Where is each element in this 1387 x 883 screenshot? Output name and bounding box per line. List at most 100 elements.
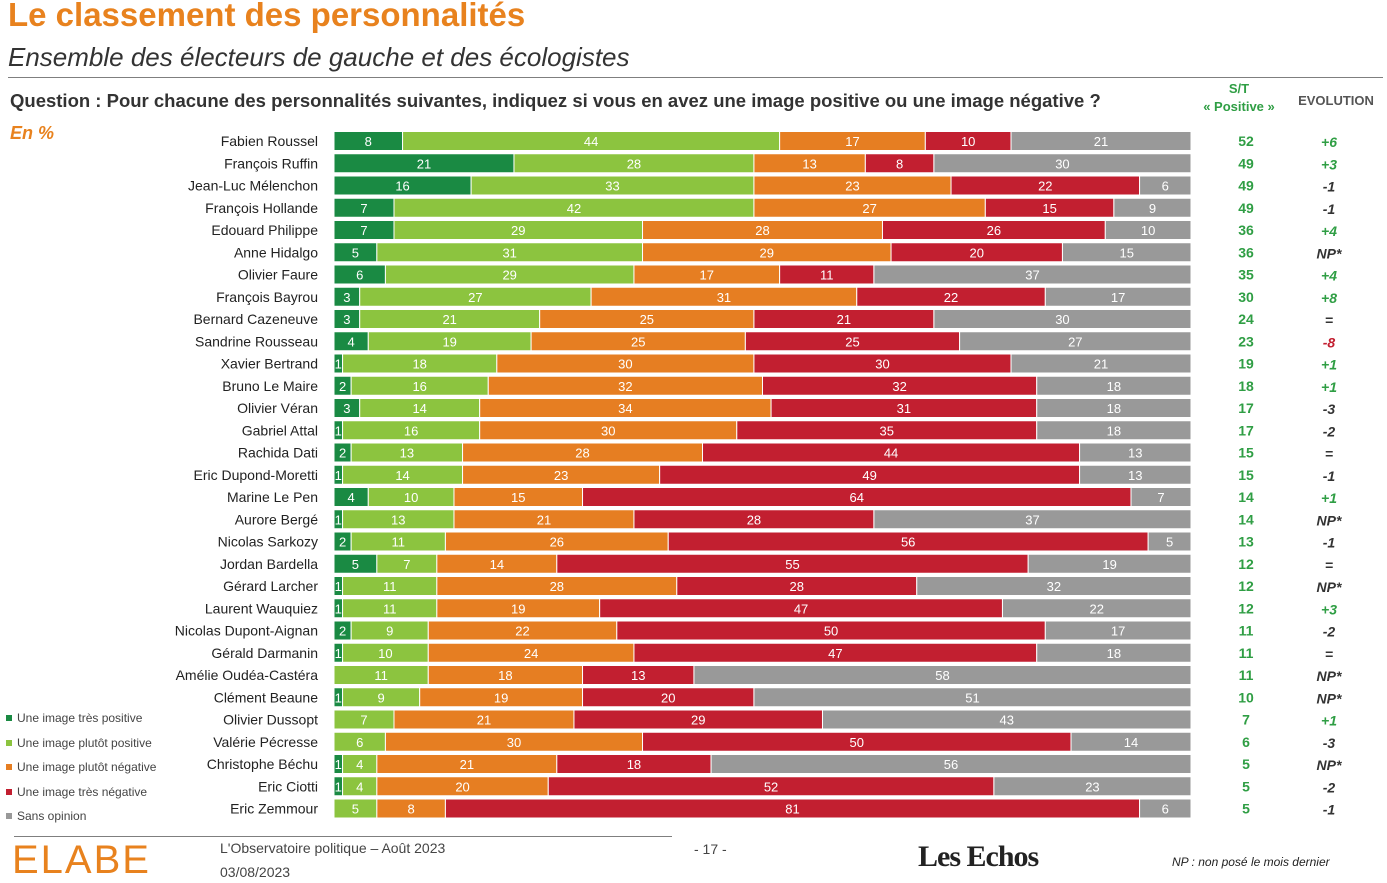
- category-label: Gérard Larcher: [223, 578, 318, 594]
- st-positive-value: 36: [1238, 244, 1254, 260]
- legend-item: Une image très négative: [6, 780, 156, 805]
- data-label: 56: [944, 757, 958, 772]
- st-positive-value: 7: [1242, 712, 1250, 728]
- data-label: 21: [477, 713, 491, 728]
- st-positive-value: 12: [1238, 556, 1254, 572]
- st-positive-value: 11: [1239, 645, 1254, 661]
- data-label: 29: [502, 268, 516, 283]
- bar-segment: [1010, 353, 1192, 374]
- data-label: 14: [395, 468, 409, 483]
- data-label: 16: [395, 179, 409, 194]
- data-label: 29: [511, 223, 525, 238]
- data-label: 23: [554, 468, 568, 483]
- category-label: Laurent Wauquiez: [205, 600, 318, 616]
- category-label: Xavier Bertrand: [221, 356, 318, 372]
- evolution-value: -1: [1323, 468, 1336, 484]
- evolution-value: +3: [1321, 601, 1337, 617]
- st-positive-value: 15: [1238, 445, 1254, 461]
- bar-segment: [933, 309, 1192, 329]
- evolution-header: EVOLUTION: [1298, 93, 1374, 108]
- evolution-value: +4: [1321, 268, 1337, 284]
- st-positive-value: 35: [1238, 267, 1254, 283]
- data-label: 30: [507, 735, 521, 750]
- bar-segment: [1070, 731, 1192, 752]
- evolution-value: NP*: [1317, 512, 1342, 528]
- data-label: 13: [400, 446, 414, 461]
- data-label: 1: [335, 512, 342, 527]
- data-label: 31: [897, 401, 911, 416]
- category-label: Christophe Béchu: [207, 756, 318, 772]
- data-label: 1: [335, 468, 342, 483]
- bar-segment: [1079, 442, 1192, 463]
- data-label: 28: [550, 579, 564, 594]
- evolution-value: +6: [1321, 134, 1337, 150]
- evolution-value: =: [1325, 312, 1333, 328]
- data-label: 17: [1111, 624, 1125, 639]
- data-label: 29: [691, 713, 705, 728]
- evolution-value: NP*: [1317, 757, 1342, 773]
- legend-swatch: [6, 715, 12, 722]
- data-label: 1: [335, 579, 342, 594]
- data-label: 13: [631, 668, 645, 683]
- data-label: 8: [896, 156, 903, 171]
- page-number: - 17 -: [694, 841, 727, 857]
- data-label: 50: [824, 624, 838, 639]
- category-label: Sandrine Rousseau: [195, 333, 318, 349]
- header-divider: [8, 77, 1383, 78]
- category-label: François Bayrou: [216, 289, 318, 305]
- data-label: 32: [618, 379, 632, 394]
- bar-segment: [1044, 620, 1192, 641]
- bar-segment: [1139, 175, 1192, 196]
- category-label: Gérald Darmanin: [211, 645, 318, 661]
- data-label: 81: [785, 802, 799, 817]
- data-label: 15: [511, 490, 525, 505]
- data-label: 28: [747, 512, 761, 527]
- st-positive-value: 19: [1238, 356, 1254, 372]
- st-positive-value: 12: [1238, 578, 1254, 594]
- data-label: 14: [490, 557, 504, 572]
- bar-segment: [1036, 642, 1192, 663]
- category-label: Bruno Le Maire: [222, 378, 318, 394]
- data-label: 50: [850, 735, 864, 750]
- data-label: 17: [1111, 290, 1125, 305]
- data-label: 44: [584, 134, 598, 149]
- data-label: 3: [343, 401, 350, 416]
- legend-swatch: [6, 764, 12, 771]
- evolution-value: -3: [1323, 735, 1336, 751]
- data-label: 4: [348, 490, 355, 505]
- evolution-value: NP*: [1317, 668, 1342, 684]
- data-label: 58: [935, 668, 949, 683]
- category-label: Nicolas Sarkozy: [218, 534, 318, 550]
- data-label: 17: [700, 268, 714, 283]
- data-label: 5: [352, 802, 359, 817]
- data-label: 20: [661, 690, 675, 705]
- data-label: 7: [360, 713, 367, 728]
- data-label: 30: [601, 423, 615, 438]
- bar-segment: [873, 264, 1192, 285]
- data-label: 43: [1000, 713, 1014, 728]
- evolution-value: -3: [1323, 401, 1336, 417]
- data-label: 30: [875, 357, 889, 372]
- data-label: 25: [640, 312, 654, 327]
- data-label: 31: [502, 245, 516, 260]
- data-label: 11: [820, 268, 834, 283]
- bar-segment: [1044, 286, 1192, 307]
- data-label: 56: [901, 535, 915, 550]
- data-label: 13: [1128, 468, 1142, 483]
- category-label: Eric Dupond-Moretti: [194, 467, 319, 483]
- evolution-value: -1: [1323, 179, 1336, 195]
- data-label: 9: [1149, 201, 1156, 216]
- legend-swatch: [6, 739, 12, 746]
- evolution-value: =: [1325, 646, 1333, 662]
- evolution-value: +8: [1321, 290, 1337, 306]
- elabe-logo: ELABE: [12, 838, 151, 883]
- data-label: 28: [575, 446, 589, 461]
- category-label: Eric Zemmour: [230, 801, 318, 817]
- evolution-value: +1: [1321, 713, 1337, 729]
- data-label: 13: [391, 512, 405, 527]
- legend-item: Une image très positive: [6, 706, 156, 731]
- category-label: Clément Beaune: [214, 689, 319, 705]
- evolution-value: -2: [1323, 779, 1336, 795]
- data-label: 21: [417, 156, 431, 171]
